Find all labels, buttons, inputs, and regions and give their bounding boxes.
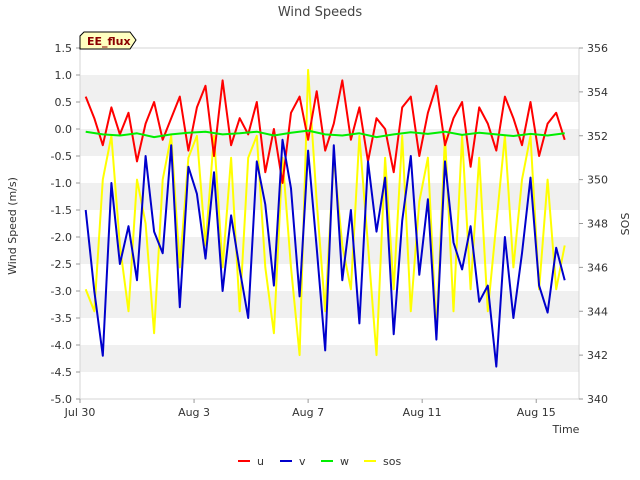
y2-tick-label: 354 [587,86,608,99]
right-axis-ticks: 340 342 344 346 348 350 352 354 356 [579,42,608,406]
x-axis-label: Time [552,423,580,436]
x-tick-label: Aug 3 [178,406,210,419]
x-tick-label: Aug 7 [292,406,324,419]
y-tick-label: -1.5 [51,204,72,217]
legend-label-sos: sos [383,455,401,468]
y-tick-label: -2.5 [51,258,72,271]
y-tick-label: 0.0 [55,123,73,136]
x-tick-label: Aug 11 [403,406,442,419]
series-line-sos [84,68,566,357]
y2-tick-label: 350 [587,174,608,187]
y-tick-label: -4.0 [51,339,72,352]
legend-label-v: v [299,455,306,468]
y2-tick-label: 344 [587,305,608,318]
series-line-u [84,79,566,184]
y-tick-label: -1.0 [51,177,72,190]
station-badge: EE_flux [79,31,137,50]
background-band [80,291,579,318]
y-tick-label: 1.5 [55,42,73,55]
y2-tick-label: 346 [587,261,608,274]
background-band [80,75,579,102]
legend-label-u: u [257,455,264,468]
series-lines [84,68,566,368]
x-tick-label: Jul 30 [64,406,96,419]
y2-tick-label: 348 [587,218,608,231]
background-band [80,345,579,372]
y-tick-label: -0.5 [51,150,72,163]
legend: u v w sos [238,455,401,468]
y2-tick-label: 352 [587,130,608,143]
x-tick-label: Aug 15 [517,406,556,419]
left-axis-ticks: 1.5 1.0 0.5 0.0 -0.5 -1.0 -1.5 -2.0 -2.5 -3.0 -3.5… [51,42,80,406]
y2-axis-label: SOS [619,213,632,236]
y-tick-label: -3.5 [51,312,72,325]
background-band [80,183,579,210]
y2-tick-label: 356 [587,42,608,55]
y2-tick-label: 342 [587,349,608,362]
legend-label-w: w [340,455,349,468]
y-tick-label: 1.0 [55,69,73,82]
y2-tick-label: 340 [587,393,608,406]
y-tick-label: -2.0 [51,231,72,244]
series-line-w [85,129,565,139]
y-tick-label: -4.5 [51,366,72,379]
chart-title: Wind Speeds [278,5,363,20]
y-axis-label: Wind Speed (m/s) [6,177,19,275]
station-badge-shape [79,31,137,50]
y-tick-label: 0.5 [55,96,73,109]
series-line-v [84,138,566,368]
y-tick-label: -3.0 [51,285,72,298]
station-badge-label: EE_flux [87,35,131,48]
y-tick-label: -5.0 [51,393,72,406]
x-axis-ticks: Jul 30 Aug 3 Aug 7 Aug 11 Aug 15 [64,399,556,419]
